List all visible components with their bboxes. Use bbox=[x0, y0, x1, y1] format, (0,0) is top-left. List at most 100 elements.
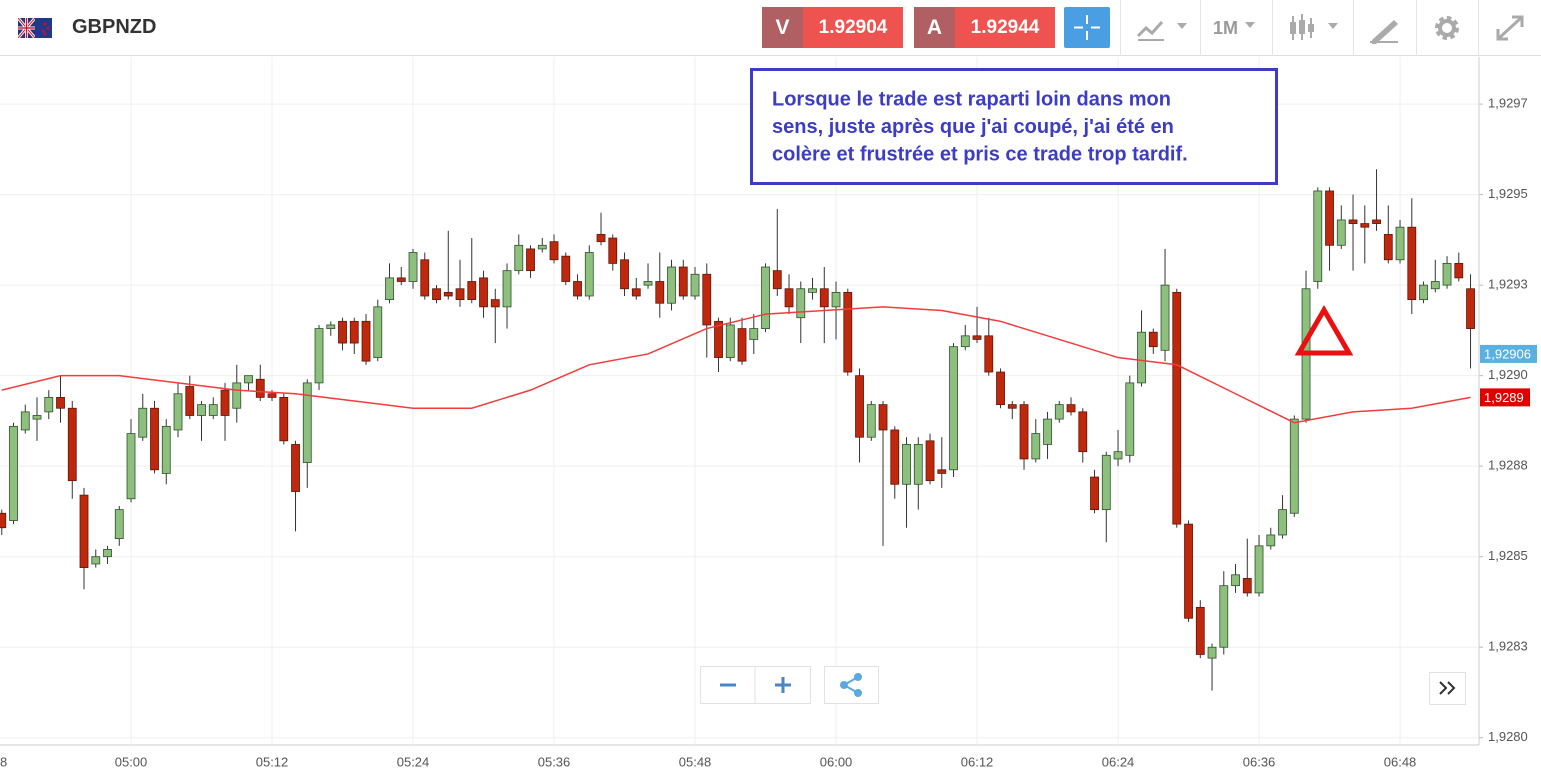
candle-body bbox=[161, 425, 171, 474]
sell-price: 1.92904 bbox=[803, 7, 903, 48]
candle-body bbox=[349, 320, 359, 344]
y-tick-label: 1,9288 bbox=[1488, 458, 1528, 473]
candle-body bbox=[1419, 284, 1428, 301]
candle-body bbox=[890, 429, 900, 485]
candle-body bbox=[1207, 646, 1217, 659]
x-tick-label: 06:12 bbox=[961, 754, 994, 769]
price-tag bbox=[1480, 344, 1537, 363]
zoom-in-button[interactable] bbox=[775, 677, 791, 693]
candle-body bbox=[1325, 190, 1334, 246]
candle-body bbox=[1313, 190, 1323, 282]
candle-body bbox=[1184, 523, 1193, 619]
candle-body bbox=[1266, 534, 1276, 547]
candle-body bbox=[573, 281, 582, 297]
candle-body bbox=[878, 404, 888, 431]
separator bbox=[1120, 0, 1121, 56]
candle-body bbox=[808, 288, 817, 293]
candle-body bbox=[1336, 219, 1346, 246]
candle-body bbox=[1454, 262, 1464, 279]
annotation-text: sens, juste après que j'ai coupé, j'ai é… bbox=[772, 116, 1174, 138]
candle-body bbox=[432, 288, 441, 301]
candle-body bbox=[443, 291, 453, 297]
candle-body bbox=[1101, 454, 1111, 511]
candle-body bbox=[866, 404, 876, 438]
candle-body bbox=[620, 259, 629, 290]
candle-body bbox=[819, 288, 829, 308]
candle-type-button[interactable] bbox=[1288, 12, 1344, 44]
candle-body bbox=[655, 281, 665, 304]
candle-body bbox=[173, 393, 183, 431]
candle-body bbox=[1007, 404, 1017, 409]
candle-body bbox=[373, 306, 383, 358]
candle-body bbox=[267, 393, 277, 398]
candle-body bbox=[643, 281, 653, 286]
share-button[interactable] bbox=[824, 666, 879, 704]
candle-body bbox=[737, 328, 747, 362]
separator bbox=[1353, 0, 1354, 56]
candle-body bbox=[913, 444, 923, 485]
sell-button[interactable]: V 1.92904 bbox=[762, 7, 903, 48]
y-tick-label: 1,9283 bbox=[1488, 639, 1528, 654]
candle-body bbox=[749, 328, 759, 340]
candle-body bbox=[150, 407, 159, 471]
x-tick-label: 05:00 bbox=[115, 754, 148, 769]
scroll-right-button[interactable] bbox=[1429, 672, 1467, 706]
candle-body bbox=[1137, 331, 1146, 384]
candle-body bbox=[925, 440, 935, 482]
candle-body bbox=[291, 444, 300, 492]
y-tick-label: 1,9290 bbox=[1488, 367, 1528, 382]
zoom-controls bbox=[700, 666, 879, 704]
candle-body bbox=[314, 328, 324, 384]
candle-body bbox=[549, 241, 559, 261]
candle-body bbox=[1430, 281, 1440, 290]
candle-body bbox=[385, 277, 394, 301]
candle-body bbox=[208, 404, 218, 416]
candle-body bbox=[1254, 545, 1264, 594]
candle-body bbox=[455, 288, 465, 301]
ma-tag bbox=[1480, 388, 1530, 407]
separator bbox=[1272, 0, 1273, 56]
candle-body bbox=[1395, 226, 1405, 261]
candle-body bbox=[1113, 451, 1123, 460]
candle-body bbox=[526, 248, 535, 272]
expand-button[interactable] bbox=[1494, 13, 1526, 43]
candle-body bbox=[725, 324, 735, 358]
symbol: GBPNZD bbox=[72, 16, 157, 38]
candle-body bbox=[984, 335, 994, 373]
settings-button[interactable] bbox=[1432, 13, 1462, 43]
candle-body bbox=[596, 234, 606, 243]
candle-body bbox=[396, 277, 406, 282]
crosshair-button[interactable] bbox=[1064, 7, 1110, 48]
candle-body bbox=[32, 415, 42, 420]
candle-body bbox=[702, 273, 712, 326]
candle-body bbox=[126, 433, 136, 500]
candle-body bbox=[1160, 284, 1170, 351]
candle-body bbox=[949, 346, 958, 471]
candle-body bbox=[1278, 509, 1287, 536]
candle-body bbox=[408, 252, 418, 282]
candle-body bbox=[1195, 607, 1205, 655]
annotation-text: colère et frustrée et pris ce trade trop… bbox=[772, 143, 1188, 165]
candle-body bbox=[1078, 411, 1088, 453]
candle-body bbox=[972, 335, 982, 340]
candle-body bbox=[244, 375, 253, 384]
candle-body bbox=[796, 288, 806, 319]
candle-body bbox=[302, 382, 312, 463]
timeframe-button[interactable]: 1M bbox=[1213, 18, 1239, 38]
x-tick-label: 06:24 bbox=[1102, 754, 1135, 769]
price-tag-label: 1,92906 bbox=[1484, 346, 1531, 361]
candle-body bbox=[561, 255, 571, 282]
buy-button[interactable]: A 1.92944 bbox=[914, 7, 1055, 48]
x-tick-label: 06:00 bbox=[820, 754, 853, 769]
candle-body bbox=[1407, 226, 1417, 301]
draw-button[interactable] bbox=[1368, 14, 1402, 44]
chart-type-button[interactable] bbox=[1135, 14, 1191, 42]
buy-label: A bbox=[914, 7, 955, 48]
candle-body bbox=[784, 288, 794, 308]
candle-body bbox=[361, 320, 371, 362]
candle-body bbox=[690, 273, 700, 297]
candle-body bbox=[56, 396, 65, 409]
y-tick-label: 1,9293 bbox=[1488, 277, 1528, 292]
candle-body bbox=[1242, 578, 1252, 594]
